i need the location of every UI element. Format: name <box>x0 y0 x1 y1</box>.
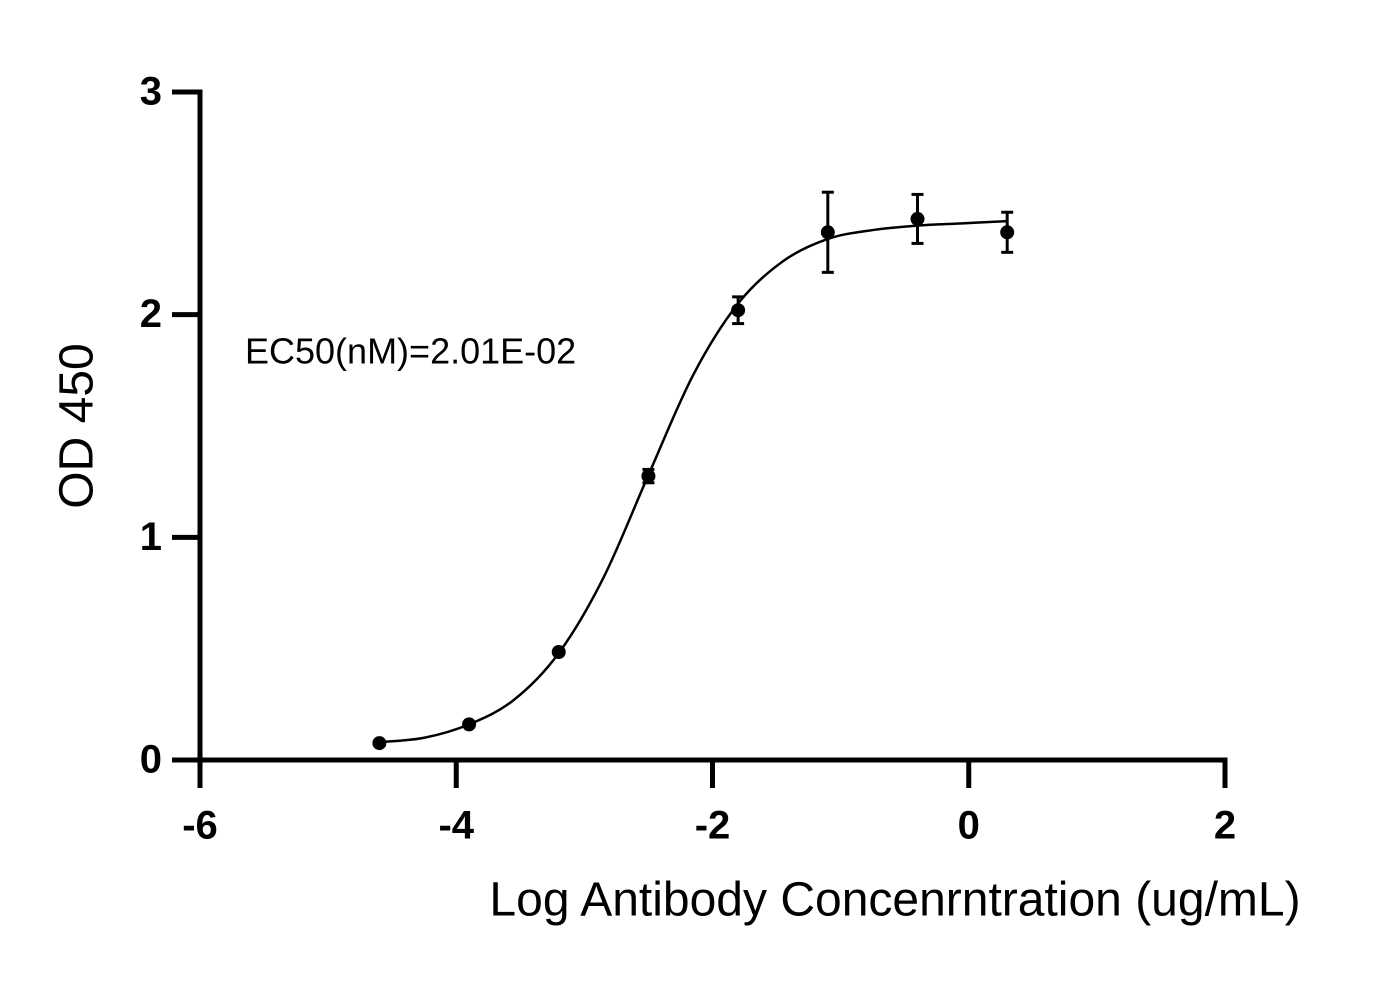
data-point <box>1000 225 1015 240</box>
data-point <box>820 225 835 240</box>
x-tick-label: -6 <box>182 804 218 848</box>
data-point <box>641 469 656 484</box>
data-point <box>462 717 477 732</box>
y-tick-label: 0 <box>140 738 162 782</box>
fit-curve <box>379 219 1008 744</box>
x-axis-label: Log Antibody Concenrntration (ug/mL) <box>489 874 1300 927</box>
x-tick-label: -2 <box>695 804 731 848</box>
y-tick-label: 1 <box>140 515 162 559</box>
x-tick-label: 2 <box>1214 804 1236 848</box>
data-point <box>551 645 566 660</box>
annotation: EC50(nM)=2.01E-02 <box>245 331 576 372</box>
data-point <box>372 736 387 751</box>
y-tick-label: 3 <box>140 70 162 114</box>
x-tick-label: 0 <box>958 804 980 848</box>
data-point <box>910 211 925 226</box>
y-axis-label: OD 450 <box>51 343 104 508</box>
data-point <box>731 303 746 318</box>
x-tick-label: -4 <box>438 804 474 848</box>
y-tick-label: 2 <box>140 292 162 336</box>
